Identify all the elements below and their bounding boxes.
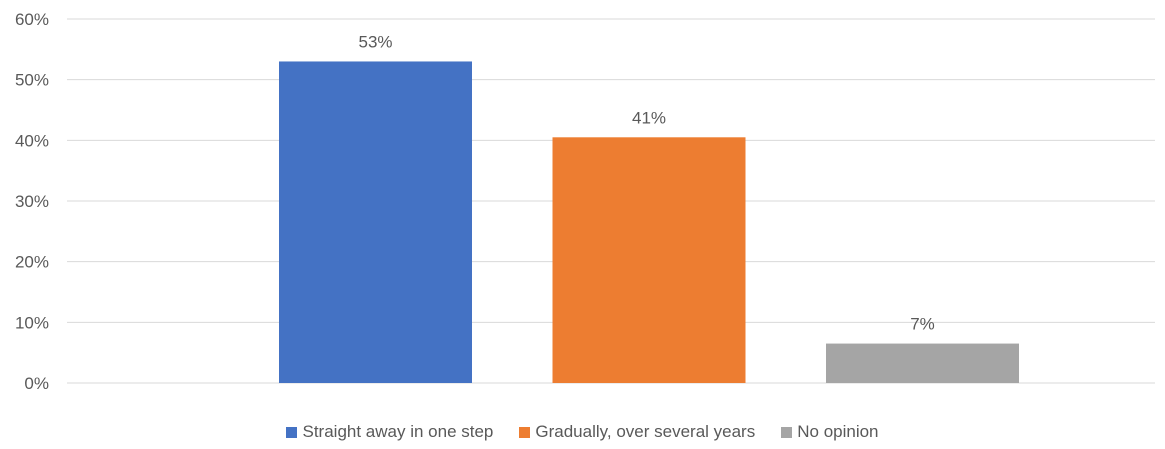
legend: Straight away in one step Gradually, ove… <box>0 420 1165 444</box>
legend-label-gradually: Gradually, over several years <box>535 422 756 441</box>
y-tick-label: 10% <box>15 313 49 332</box>
data-label-3: 7% <box>910 315 935 334</box>
y-tick-label: 50% <box>15 71 49 90</box>
y-tick-label: 0% <box>24 374 49 393</box>
legend-label-no-opinion: No opinion <box>797 422 879 441</box>
bars <box>279 61 1019 383</box>
y-tick-label: 60% <box>15 10 49 29</box>
bar-2 <box>552 137 746 383</box>
legend-item-no-opinion: No opinion <box>781 422 879 442</box>
legend-item-gradually: Gradually, over several years <box>519 422 755 442</box>
y-tick-label: 30% <box>15 192 49 211</box>
data-labels: 53% 41% 7% <box>358 32 934 333</box>
data-label-1: 53% <box>358 32 392 51</box>
legend-swatch-straight-away <box>286 426 298 438</box>
y-tick-label: 40% <box>15 131 49 150</box>
bar-1 <box>279 61 472 383</box>
legend-label-straight-away: Straight away in one step <box>302 422 494 441</box>
y-axis-tick-labels: 0% 10% 20% 30% 40% 50% 60% <box>15 10 49 393</box>
legend-swatch-gradually <box>519 426 531 438</box>
legend-item-straight-away: Straight away in one step <box>286 422 493 442</box>
legend-swatch-no-opinion <box>781 426 793 438</box>
y-tick-label: 20% <box>15 253 49 272</box>
data-label-2: 41% <box>632 108 666 127</box>
bar-3 <box>826 343 1019 383</box>
